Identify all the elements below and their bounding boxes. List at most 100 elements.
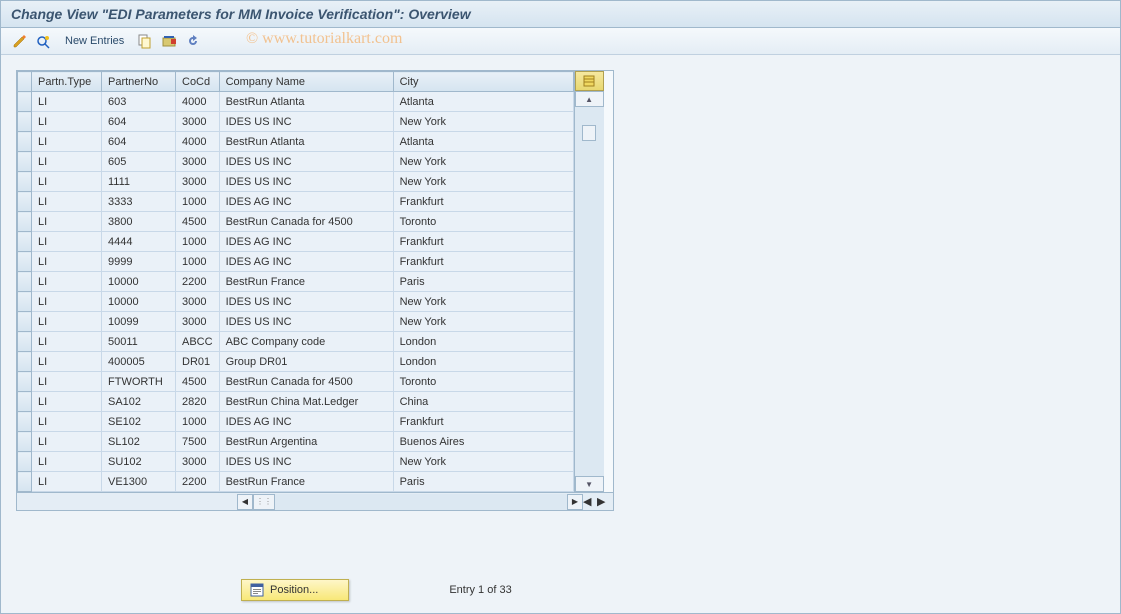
col-header-company-name[interactable]: Company Name — [219, 72, 393, 92]
cell-partn-type[interactable]: LI — [32, 112, 102, 132]
table-row[interactable]: LI6043000IDES US INCNew York — [18, 112, 574, 132]
cell-company-name[interactable]: BestRun France — [219, 472, 393, 492]
table-row[interactable]: LIFTWORTH4500BestRun Canada for 4500Toro… — [18, 372, 574, 392]
cell-cocd[interactable]: ABCC — [176, 332, 220, 352]
cell-city[interactable]: New York — [393, 312, 573, 332]
row-selector[interactable] — [18, 312, 32, 332]
cell-partn-type[interactable]: LI — [32, 312, 102, 332]
select-all-header[interactable] — [18, 72, 32, 92]
cell-partner-no[interactable]: 9999 — [102, 252, 176, 272]
cell-partner-no[interactable]: 400005 — [102, 352, 176, 372]
cell-city[interactable]: Frankfurt — [393, 192, 573, 212]
col-header-partner-no[interactable]: PartnerNo — [102, 72, 176, 92]
col-header-city[interactable]: City — [393, 72, 573, 92]
cell-company-name[interactable]: IDES AG INC — [219, 232, 393, 252]
cell-partn-type[interactable]: LI — [32, 152, 102, 172]
cell-cocd[interactable]: 3000 — [176, 292, 220, 312]
row-selector[interactable] — [18, 412, 32, 432]
row-selector[interactable] — [18, 352, 32, 372]
col-header-cocd[interactable]: CoCd — [176, 72, 220, 92]
row-selector[interactable] — [18, 392, 32, 412]
table-row[interactable]: LI6034000BestRun AtlantaAtlanta — [18, 92, 574, 112]
row-selector[interactable] — [18, 232, 32, 252]
cell-city[interactable]: London — [393, 352, 573, 372]
table-row[interactable]: LI100002200BestRun FranceParis — [18, 272, 574, 292]
cell-partner-no[interactable]: SL102 — [102, 432, 176, 452]
scroll-left-page[interactable]: ◀ — [583, 495, 597, 508]
table-row[interactable]: LI6044000BestRun AtlantaAtlanta — [18, 132, 574, 152]
cell-city[interactable]: Toronto — [393, 212, 573, 232]
cell-partner-no[interactable]: SE102 — [102, 412, 176, 432]
table-settings-icon[interactable] — [575, 71, 604, 91]
table-row[interactable]: LI33331000IDES AG INCFrankfurt — [18, 192, 574, 212]
cell-company-name[interactable]: BestRun China Mat.Ledger — [219, 392, 393, 412]
cell-company-name[interactable]: ABC Company code — [219, 332, 393, 352]
row-selector[interactable] — [18, 112, 32, 132]
cell-cocd[interactable]: 4000 — [176, 92, 220, 112]
cell-company-name[interactable]: IDES US INC — [219, 292, 393, 312]
cell-city[interactable]: Frankfurt — [393, 252, 573, 272]
vertical-scrollbar[interactable]: ▲ ▼ — [575, 91, 604, 492]
row-selector[interactable] — [18, 432, 32, 452]
cell-cocd[interactable]: 3000 — [176, 312, 220, 332]
scroll-left-arrow[interactable]: ◀ — [237, 494, 253, 510]
row-selector[interactable] — [18, 152, 32, 172]
cell-partn-type[interactable]: LI — [32, 132, 102, 152]
cell-company-name[interactable]: IDES US INC — [219, 172, 393, 192]
table-row[interactable]: LI11113000IDES US INCNew York — [18, 172, 574, 192]
cell-city[interactable]: New York — [393, 292, 573, 312]
cell-partner-no[interactable]: 10099 — [102, 312, 176, 332]
toggle-display-change-icon[interactable] — [11, 32, 29, 50]
cell-city[interactable]: Atlanta — [393, 132, 573, 152]
hscroll-thumb[interactable]: ⋮⋮ — [253, 494, 275, 510]
cell-partner-no[interactable]: 50011 — [102, 332, 176, 352]
cell-cocd[interactable]: 7500 — [176, 432, 220, 452]
cell-partn-type[interactable]: LI — [32, 292, 102, 312]
cell-cocd[interactable]: 2200 — [176, 272, 220, 292]
table-row[interactable]: LI38004500BestRun Canada for 4500Toronto — [18, 212, 574, 232]
cell-partner-no[interactable]: 3800 — [102, 212, 176, 232]
row-selector[interactable] — [18, 172, 32, 192]
row-selector[interactable] — [18, 92, 32, 112]
cell-city[interactable]: New York — [393, 172, 573, 192]
cell-partner-no[interactable]: SA102 — [102, 392, 176, 412]
cell-cocd[interactable]: 1000 — [176, 192, 220, 212]
table-row[interactable]: LI99991000IDES AG INCFrankfurt — [18, 252, 574, 272]
table-row[interactable]: LI100003000IDES US INCNew York — [18, 292, 574, 312]
cell-city[interactable]: Frankfurt — [393, 232, 573, 252]
cell-partn-type[interactable]: LI — [32, 332, 102, 352]
cell-cocd[interactable]: DR01 — [176, 352, 220, 372]
cell-partner-no[interactable]: 3333 — [102, 192, 176, 212]
col-header-partn-type[interactable]: Partn.Type — [32, 72, 102, 92]
cell-city[interactable]: Paris — [393, 472, 573, 492]
cell-cocd[interactable]: 1000 — [176, 252, 220, 272]
cell-city[interactable]: China — [393, 392, 573, 412]
cell-company-name[interactable]: IDES US INC — [219, 152, 393, 172]
cell-partn-type[interactable]: LI — [32, 172, 102, 192]
cell-partn-type[interactable]: LI — [32, 252, 102, 272]
table-row[interactable]: LISE1021000IDES AG INCFrankfurt — [18, 412, 574, 432]
cell-city[interactable]: Paris — [393, 272, 573, 292]
table-row[interactable]: LI100993000IDES US INCNew York — [18, 312, 574, 332]
cell-cocd[interactable]: 3000 — [176, 452, 220, 472]
row-selector[interactable] — [18, 332, 32, 352]
cell-cocd[interactable]: 3000 — [176, 172, 220, 192]
cell-partn-type[interactable]: LI — [32, 92, 102, 112]
table-row[interactable]: LISL1027500BestRun ArgentinaBuenos Aires — [18, 432, 574, 452]
scroll-up-arrow[interactable]: ▲ — [575, 91, 604, 107]
new-entries-button[interactable]: New Entries — [59, 33, 130, 49]
cell-company-name[interactable]: Group DR01 — [219, 352, 393, 372]
cell-cocd[interactable]: 4500 — [176, 372, 220, 392]
table-row[interactable]: LISA1022820BestRun China Mat.LedgerChina — [18, 392, 574, 412]
cell-partner-no[interactable]: 605 — [102, 152, 176, 172]
cell-partner-no[interactable]: 1111 — [102, 172, 176, 192]
cell-company-name[interactable]: IDES US INC — [219, 452, 393, 472]
cell-partner-no[interactable]: VE1300 — [102, 472, 176, 492]
table-row[interactable]: LISU1023000IDES US INCNew York — [18, 452, 574, 472]
cell-partner-no[interactable]: FTWORTH — [102, 372, 176, 392]
undo-change-icon[interactable] — [184, 32, 202, 50]
row-selector[interactable] — [18, 132, 32, 152]
cell-company-name[interactable]: BestRun Argentina — [219, 432, 393, 452]
cell-company-name[interactable]: IDES US INC — [219, 112, 393, 132]
row-selector[interactable] — [18, 372, 32, 392]
